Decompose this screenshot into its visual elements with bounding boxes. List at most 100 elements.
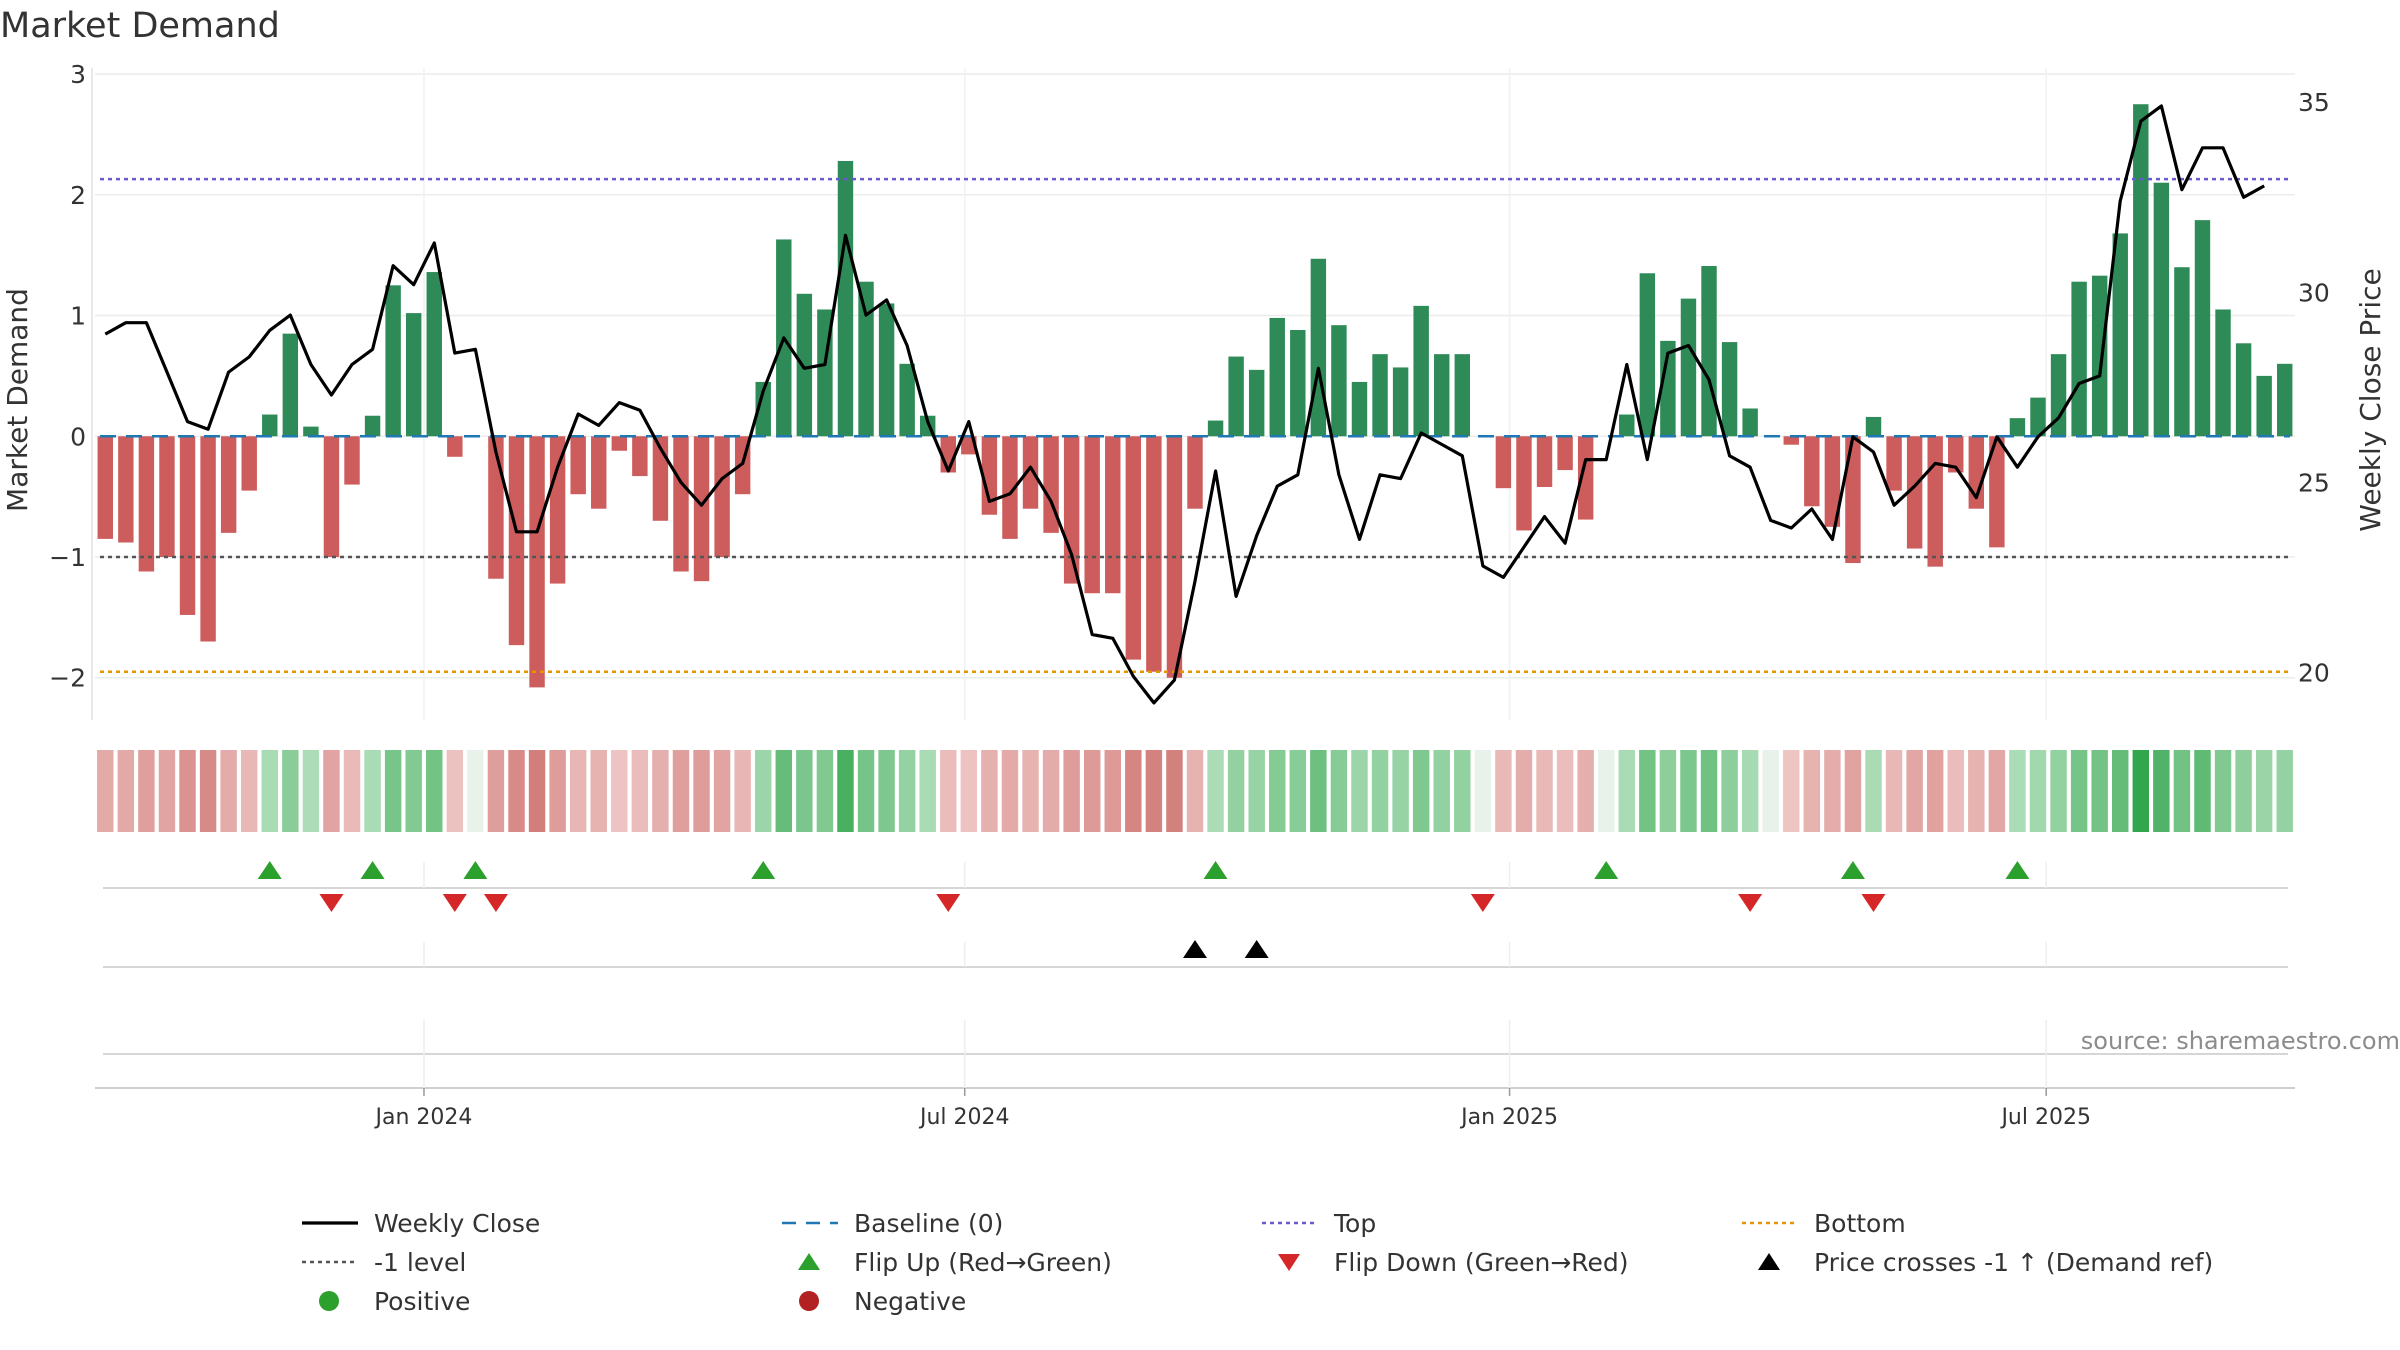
positive-demand-bar <box>1207 420 1224 437</box>
heat-strip-cell <box>1721 750 1738 832</box>
flip-up-marker <box>257 861 282 879</box>
heat-strip-cell <box>508 750 525 832</box>
positive-demand-bar <box>1351 381 1368 437</box>
flip-up-marker <box>1840 861 1865 879</box>
negative-demand-bar <box>159 436 175 557</box>
heat-strip-cell <box>364 750 381 832</box>
legend-circle <box>799 1291 819 1311</box>
positive-demand-bar <box>1434 354 1450 437</box>
heat-strip-cell <box>487 750 505 832</box>
heat-strip-cell <box>528 750 546 832</box>
positive-demand-bar <box>878 303 895 437</box>
heat-strip-cell <box>1125 750 1142 832</box>
heat-strip-cell <box>158 750 176 832</box>
heat-strip-cell <box>1495 750 1512 832</box>
heat-strip-cell <box>713 750 731 832</box>
positive-demand-bar <box>2235 343 2252 437</box>
positive-demand-bar <box>899 363 915 437</box>
weekly-close-line <box>104 104 2265 705</box>
legend-label: Price crosses -1 ↑ (Demand ref) <box>1814 1247 2214 1277</box>
x-tick-label: Jul 2024 <box>918 1105 1010 1130</box>
flip-up-marker <box>463 861 488 879</box>
secondary-y-axis-label: Weekly Close Price <box>2354 268 2387 531</box>
legend-symbol <box>1262 1221 1318 1225</box>
heat-strip-cell <box>1659 750 1677 832</box>
negative-demand-bar <box>1906 436 1923 549</box>
negative-demand-bar <box>1084 436 1100 594</box>
heat-strip-cell <box>1433 750 1450 832</box>
negative-demand-bar <box>1022 436 1039 509</box>
flip-up-marker <box>1594 861 1619 879</box>
negative-demand-bar <box>1495 436 1512 489</box>
negative-demand-bar <box>1125 436 1142 660</box>
positive-demand-bar <box>1680 298 1697 437</box>
heat-strip-cell <box>2132 750 2150 832</box>
heat-strip-cell <box>97 750 114 832</box>
positive-demand-bar <box>2009 418 2026 437</box>
negative-demand-bar <box>200 436 216 642</box>
x-tick-label: Jan 2025 <box>1459 1105 1558 1130</box>
chart-title: Market Demand <box>0 6 280 46</box>
heat-strip-cell <box>1968 750 1985 832</box>
heat-strip-cell <box>1412 750 1430 832</box>
heat-strip-cell <box>426 750 443 832</box>
price-cross-marker <box>1244 940 1269 958</box>
heat-strip-cell <box>1166 750 1183 832</box>
heat-strip-cell <box>1926 750 1944 832</box>
negative-demand-bar <box>447 436 463 457</box>
negative-demand-bar <box>549 436 566 584</box>
heat-strip-cell <box>734 750 751 832</box>
legend-symbol <box>798 1253 820 1270</box>
positive-demand-bar <box>858 281 874 437</box>
heat-strip-cell <box>1351 750 1368 832</box>
legend-label: Positive <box>374 1286 471 1316</box>
legend-label: Bottom <box>1814 1208 1906 1238</box>
heat-strip-cell <box>569 750 587 832</box>
heat-strip-cell <box>2214 750 2232 832</box>
flip-markers-panel <box>103 861 2288 912</box>
heat-strip-cell <box>981 750 998 832</box>
heat-strip-cell <box>1104 750 1121 832</box>
legend-label: Weekly Close <box>374 1208 541 1238</box>
heat-strip-cell <box>117 750 135 832</box>
heat-strip-cell <box>1022 750 1039 832</box>
negative-demand-bar <box>693 436 710 582</box>
heat-strip-cell <box>2276 750 2293 832</box>
x-tick-label: Jan 2024 <box>374 1105 473 1130</box>
positive-demand-bar <box>262 414 278 437</box>
negative-demand-bar <box>714 436 730 557</box>
legend-symbol <box>1742 1221 1798 1225</box>
legend-triangle-up <box>1758 1253 1780 1270</box>
flip-down-marker <box>1470 894 1495 912</box>
legend-item: Top <box>1260 1205 1376 1241</box>
legend-label: Flip Up (Red→Green) <box>854 1247 1112 1277</box>
reference-lines <box>100 177 2290 673</box>
heat-strip-cell <box>199 750 217 832</box>
positive-demand-bar <box>2277 363 2293 437</box>
negative-demand-bar <box>1886 436 1902 491</box>
flip-down-marker <box>1861 894 1886 912</box>
positive-demand-bar <box>1310 258 1327 437</box>
heat-strip-cell <box>2153 750 2170 832</box>
heat-strip-cell <box>672 750 690 832</box>
heat-strip-cell <box>1680 750 1697 832</box>
positive-demand-bar <box>1413 305 1429 437</box>
heat-strip-cell <box>2194 750 2211 832</box>
positive-demand-bar <box>1290 330 1306 437</box>
grid-lines <box>95 68 2295 720</box>
heat-strip-cell <box>755 750 772 832</box>
legend-circle <box>319 1291 339 1311</box>
heat-strip-cell <box>590 750 607 832</box>
negative-demand-bar <box>1063 436 1080 584</box>
heat-strip-cell <box>1906 750 1923 832</box>
legend-symbol <box>782 1221 838 1225</box>
price-cross-panel <box>103 940 2288 968</box>
negative-demand-bar <box>529 436 545 688</box>
heat-strip-cell <box>179 750 196 832</box>
positive-demand-bar <box>2112 233 2128 437</box>
negative-demand-bar <box>241 436 257 491</box>
x-tick-label: Jul 2025 <box>1999 1105 2091 1130</box>
heat-strip-cell <box>220 750 237 832</box>
positive-demand-bar <box>1639 273 1656 437</box>
legend-label: Negative <box>854 1286 967 1316</box>
